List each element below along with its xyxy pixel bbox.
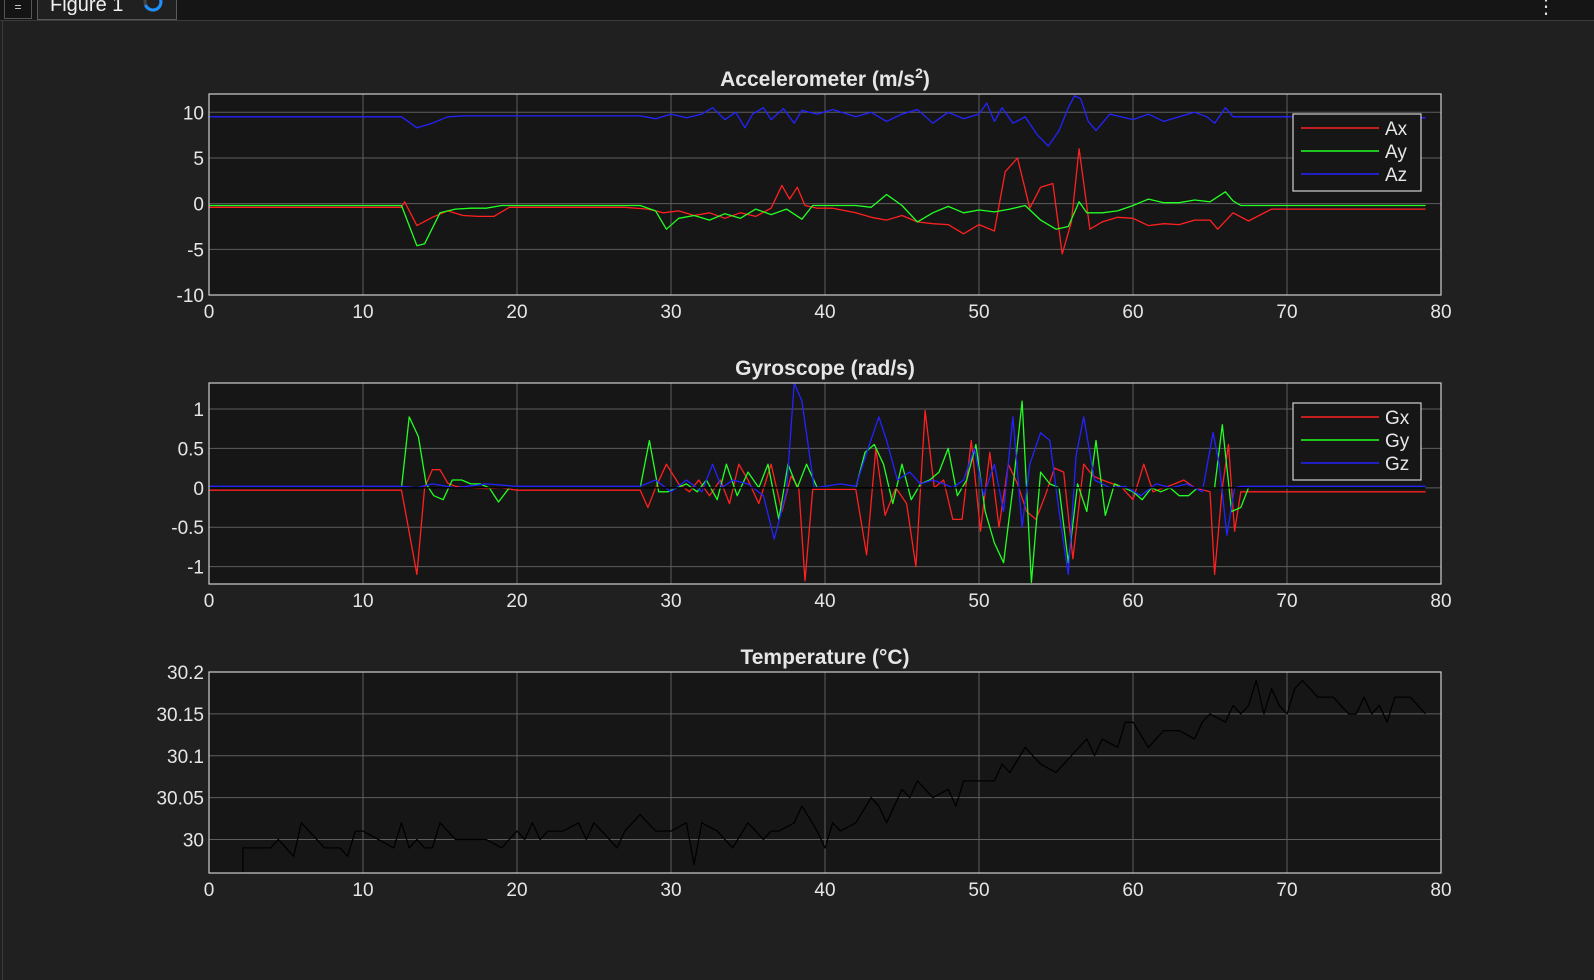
axes-box (208, 382, 1442, 585)
y-tick-label: 0 (193, 195, 204, 216)
axes-title: Gyroscope (rad/s) (735, 357, 915, 380)
axes-3: 0 10 20 30 40 50 60 70 80 30.2 30.15 30.1 30.05 30 Tem… (156, 646, 1451, 901)
x-tick-label: 70 (1276, 880, 1297, 901)
y-tick-label: 5 (193, 149, 204, 170)
x-tick-label: 60 (1122, 591, 1143, 612)
legend-label: Gx (1385, 408, 1410, 429)
axes-1: 0 10 20 30 40 50 60 70 801050-5-10Accelerometer … (177, 65, 1452, 323)
legend-label: Az (1385, 165, 1407, 186)
tab-figure-1[interactable]: Figure 1 (37, 0, 177, 20)
axes-2: 0 10 20 30 40 50 60 70 80 1 0.5 0 -0.5 -1 Gyroscope (r… (171, 357, 1451, 612)
hamburger-icon[interactable]: = (4, 0, 32, 19)
axes-title: Temperature (°C) (740, 646, 909, 669)
x-tick-label: 80 (1430, 880, 1451, 901)
x-tick-label: 60 (1122, 880, 1143, 901)
legend-label: Ay (1385, 142, 1407, 163)
x-tick-label: 10 (352, 591, 373, 612)
y-tick-label: -1 (187, 558, 204, 579)
x-tick-label: 40 (814, 302, 835, 323)
x-tick-label: 70 (1276, 302, 1297, 323)
more-vertical-icon[interactable]: ⋮ (1536, 0, 1556, 18)
x-tick-label: 30 (660, 880, 681, 901)
legend-box (1292, 402, 1422, 481)
series-line-ax (209, 148, 1426, 255)
x-tick-label: 30 (660, 591, 681, 612)
x-tick-label: 20 (506, 880, 527, 901)
x-tick-label: 40 (814, 880, 835, 901)
y-tick-label: 30.2 (167, 663, 204, 684)
spinner-icon (143, 0, 163, 12)
x-tick-label: 40 (814, 591, 835, 612)
x-tick-label: 70 (1276, 591, 1297, 612)
x-tick-label: 50 (968, 302, 989, 323)
y-tick-label: 30.05 (156, 789, 204, 810)
y-tick-label: -10 (177, 286, 204, 307)
series-group (209, 679, 1427, 873)
series-line-az (209, 95, 1426, 147)
x-tick-label: 50 (968, 880, 989, 901)
axes-box (208, 93, 1442, 296)
y-tick-label: 30.1 (167, 747, 204, 768)
x-tick-label: 10 (352, 302, 373, 323)
tab-label: Figure 1 (50, 0, 124, 16)
x-tick-label: 60 (1122, 302, 1143, 323)
y-tick-label: -5 (187, 240, 204, 261)
x-tick-label: 80 (1430, 591, 1451, 612)
x-tick-label: 80 (1430, 302, 1451, 323)
x-tick-label: 0 (204, 880, 215, 901)
x-tick-label: 10 (352, 880, 373, 901)
y-tick-label: 10 (183, 103, 204, 124)
x-tick-label: 50 (968, 591, 989, 612)
series-group (209, 95, 1426, 255)
axes-box (208, 671, 1442, 874)
x-tick-label: 0 (204, 302, 215, 323)
x-tick-label: 20 (506, 591, 527, 612)
y-tick-label: 1 (193, 400, 204, 421)
y-tick-label: 0 (193, 479, 204, 500)
legend-label: Gz (1385, 454, 1409, 475)
series-line-ay (209, 191, 1426, 247)
legend-label: Gy (1385, 431, 1410, 452)
series-line-gz (209, 383, 1426, 576)
legend-box (1292, 113, 1422, 192)
series-group (209, 383, 1426, 584)
y-tick-label: -0.5 (171, 518, 204, 539)
x-tick-label: 30 (660, 302, 681, 323)
axes-title: Accelerometer (m/s2) (720, 65, 930, 91)
y-tick-label: 30.15 (156, 705, 204, 726)
figure-toolbar: = Figure 1 ⋮ (0, 0, 1594, 21)
series-line-unnamed (209, 679, 1427, 873)
y-tick-label: 0.5 (178, 439, 204, 460)
x-tick-label: 0 (204, 591, 215, 612)
legend-label: Ax (1385, 119, 1408, 140)
x-tick-label: 20 (506, 302, 527, 323)
y-tick-label: 30 (183, 831, 204, 852)
